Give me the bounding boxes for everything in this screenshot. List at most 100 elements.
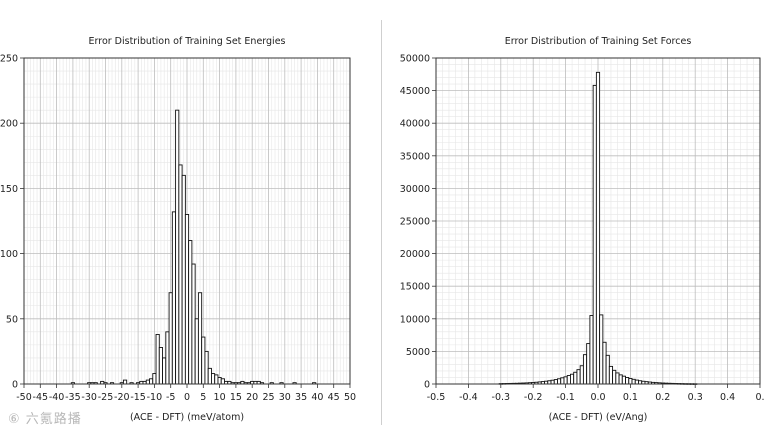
histogram-bar-31 bbox=[599, 314, 604, 385]
x-tick-label: 30 bbox=[279, 392, 291, 403]
histogram-bar-19 bbox=[165, 331, 170, 385]
x-tick-label: -20 bbox=[114, 392, 130, 403]
histogram-bar-14 bbox=[149, 378, 154, 385]
histogram-bar-32 bbox=[207, 367, 212, 385]
histogram-bar-36 bbox=[615, 372, 620, 385]
x-tick-label: -0.4 bbox=[459, 392, 478, 403]
x-tick-label: 10 bbox=[214, 392, 226, 403]
histogram-bar-18 bbox=[162, 357, 167, 385]
histogram-bar-33 bbox=[605, 354, 610, 385]
x-tick-label: 50 bbox=[344, 392, 356, 403]
histogram-bar-8 bbox=[122, 379, 128, 385]
histogram-bar-22 bbox=[175, 109, 180, 385]
x-tick-label: 15 bbox=[230, 392, 242, 403]
histogram-bar-26 bbox=[188, 240, 193, 385]
histogram-bar-21 bbox=[566, 375, 571, 385]
x-tick-label: -0.3 bbox=[492, 392, 511, 403]
histogram-bar-31 bbox=[204, 350, 209, 385]
x-tick-label: -0.1 bbox=[556, 392, 575, 403]
x-tick-labels: -0.5 -0.4 -0.3 -0.2 -0.1 0.0 0.1 0.2 0.3 0.4 0. bbox=[427, 392, 765, 403]
y-tick-label: 0 bbox=[424, 380, 430, 391]
histogram-bar-21 bbox=[171, 211, 177, 385]
histogram-bar-30 bbox=[201, 336, 206, 385]
y-tick-label: 20000 bbox=[400, 249, 430, 260]
y-tick-label: 40000 bbox=[400, 119, 430, 130]
x-tick-label: -5 bbox=[166, 392, 175, 403]
y-tick-labels: 0 50 100 150 200 250 bbox=[0, 54, 18, 391]
chart-title: Error Distribution of Training Set Force… bbox=[505, 36, 692, 47]
histogram-bar-26 bbox=[582, 354, 588, 385]
panel-divider bbox=[381, 20, 382, 425]
histogram-bar-33 bbox=[210, 373, 216, 385]
histogram-bar-25 bbox=[579, 365, 584, 385]
x-tick-label: -35 bbox=[65, 392, 81, 403]
y-tick-label: 35000 bbox=[400, 151, 430, 162]
x-tick-label: 45 bbox=[328, 392, 340, 403]
histogram-bar-32 bbox=[602, 341, 607, 385]
histogram-bar-24 bbox=[181, 174, 186, 385]
histogram-bar-29 bbox=[592, 84, 597, 385]
forces-histogram-chart: Error Distribution of Training Set Force… bbox=[400, 36, 765, 423]
watermark: ⑥ 六氪路播 bbox=[8, 412, 82, 427]
histogram-bar-28 bbox=[589, 315, 594, 385]
histogram-bar-20 bbox=[168, 292, 173, 385]
histogram-bars bbox=[70, 109, 317, 385]
x-tick-labels: -50 -45 -40 -35 -30 -25 -20 -15 -10 -5 0 5 10 15 20 25 3… bbox=[16, 392, 356, 403]
histogram-bar-20 bbox=[563, 376, 568, 385]
x-tick-label: 35 bbox=[295, 392, 307, 403]
y-tick-label: 50000 bbox=[400, 54, 430, 65]
histogram-bar-40 bbox=[628, 378, 633, 385]
x-tick-label: 0.2 bbox=[655, 392, 670, 403]
x-tick-label: 0 bbox=[184, 392, 190, 403]
histogram-bar-30 bbox=[595, 71, 601, 385]
histogram-bar-25 bbox=[184, 214, 190, 385]
histogram-bar-16 bbox=[550, 379, 555, 385]
histogram-bar-34 bbox=[214, 374, 219, 385]
x-tick-label: -0.2 bbox=[524, 392, 543, 403]
histogram-bar-17 bbox=[553, 379, 558, 385]
histogram-bar-17 bbox=[158, 347, 163, 385]
x-axis-label: (ACE - DFT) (meV/atom) bbox=[130, 412, 244, 423]
histogram-bar-37 bbox=[618, 374, 623, 385]
histogram-bar-18 bbox=[557, 378, 562, 385]
y-tick-label: 200 bbox=[0, 119, 18, 130]
x-tick-label: 40 bbox=[311, 392, 323, 403]
x-tick-label: 0.4 bbox=[720, 392, 735, 403]
histogram-bar-35 bbox=[612, 369, 617, 385]
histogram-bar-39 bbox=[625, 377, 630, 385]
histogram-bar-29 bbox=[197, 292, 203, 385]
histogram-bar-19 bbox=[560, 377, 565, 385]
y-tick-label: 10000 bbox=[400, 314, 430, 325]
x-tick-label: -45 bbox=[33, 392, 49, 403]
chart-title: Error Distribution of Training Set Energ… bbox=[89, 36, 286, 47]
y-tick-label: 0 bbox=[12, 380, 18, 391]
x-tick-label: -0.5 bbox=[427, 392, 446, 403]
histogram-bar-23 bbox=[573, 371, 578, 385]
histogram-bar-42 bbox=[634, 379, 639, 385]
x-tick-label: 0.3 bbox=[688, 392, 703, 403]
x-tick-label: 0.1 bbox=[623, 392, 638, 403]
x-tick-label: 5 bbox=[200, 392, 206, 403]
histogram-bar-15 bbox=[152, 373, 157, 385]
x-tick-label: -40 bbox=[49, 392, 65, 403]
x-tick-label: -25 bbox=[98, 392, 114, 403]
y-tick-label: 50 bbox=[6, 314, 18, 325]
x-axis-label: (ACE - DFT) (eV/Ang) bbox=[549, 412, 648, 423]
y-tick-label: 15000 bbox=[400, 282, 430, 293]
y-tick-label: 150 bbox=[0, 184, 18, 195]
histogram-bar-27 bbox=[586, 343, 591, 385]
y-tick-labels: 0 5000 10000 15000 20000 25000 30000 35000 40000… bbox=[400, 54, 430, 391]
x-tick-label: -10 bbox=[147, 392, 163, 403]
x-tick-label: 25 bbox=[262, 392, 274, 403]
x-tick-label: -15 bbox=[130, 392, 146, 403]
x-tick-label: -50 bbox=[16, 392, 32, 403]
energies-histogram-chart: Error Distribution of Training Set Energ… bbox=[0, 36, 356, 423]
x-tick-label: -30 bbox=[81, 392, 97, 403]
histogram-bar-27 bbox=[191, 263, 196, 385]
histogram-bar-24 bbox=[576, 369, 581, 385]
y-tick-label: 30000 bbox=[400, 184, 430, 195]
y-tick-label: 100 bbox=[0, 249, 18, 260]
histogram-bar-36 bbox=[220, 378, 225, 385]
y-tick-label: 250 bbox=[0, 54, 18, 65]
